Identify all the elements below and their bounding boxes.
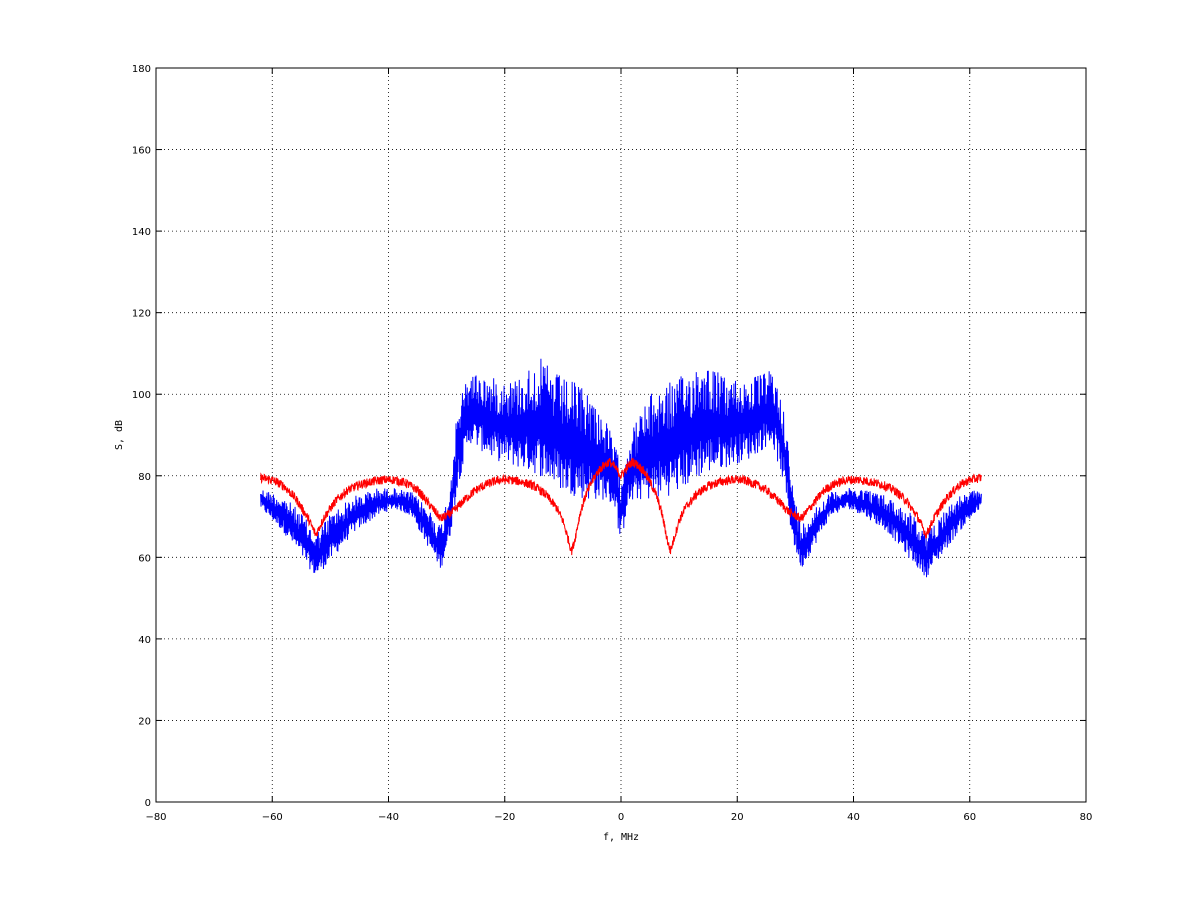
x-tick-label: 60 xyxy=(963,812,976,823)
y-tick-label: 160 xyxy=(132,146,151,157)
y-tick-label: 80 xyxy=(138,472,151,483)
y-tick-label: 60 xyxy=(138,553,151,564)
x-tick-label: 20 xyxy=(731,812,744,823)
y-tick-label: 180 xyxy=(132,64,151,75)
x-tick-label: 80 xyxy=(1080,812,1093,823)
x-tick-label: −80 xyxy=(145,812,166,823)
plot-area xyxy=(156,68,1086,802)
y-tick-label: 120 xyxy=(132,309,151,320)
x-tick-label: 0 xyxy=(618,812,624,823)
x-axis-label: f, MHz xyxy=(603,832,639,843)
y-tick-label: 0 xyxy=(145,798,151,809)
y-tick-label: 40 xyxy=(138,635,151,646)
series-red-line xyxy=(260,457,982,556)
y-tick-label: 140 xyxy=(132,227,151,238)
y-tick-labels: 0 20 40 60 80 100 120 140 160 180 xyxy=(132,64,151,809)
y-tick-label: 100 xyxy=(132,390,151,401)
y-tick-label: 20 xyxy=(138,716,151,727)
plot-series xyxy=(260,358,982,578)
x-tick-label: −40 xyxy=(378,812,399,823)
tick-marks xyxy=(155,67,1087,803)
y-axis-label: S, dB xyxy=(114,420,125,450)
x-tick-label: −60 xyxy=(262,812,283,823)
x-tick-label: 40 xyxy=(847,812,860,823)
x-tick-label: −20 xyxy=(494,812,515,823)
x-tick-labels: −80 −60 −40 −20 0 20 40 60 80 xyxy=(145,812,1092,823)
series-blue-line xyxy=(260,358,982,578)
